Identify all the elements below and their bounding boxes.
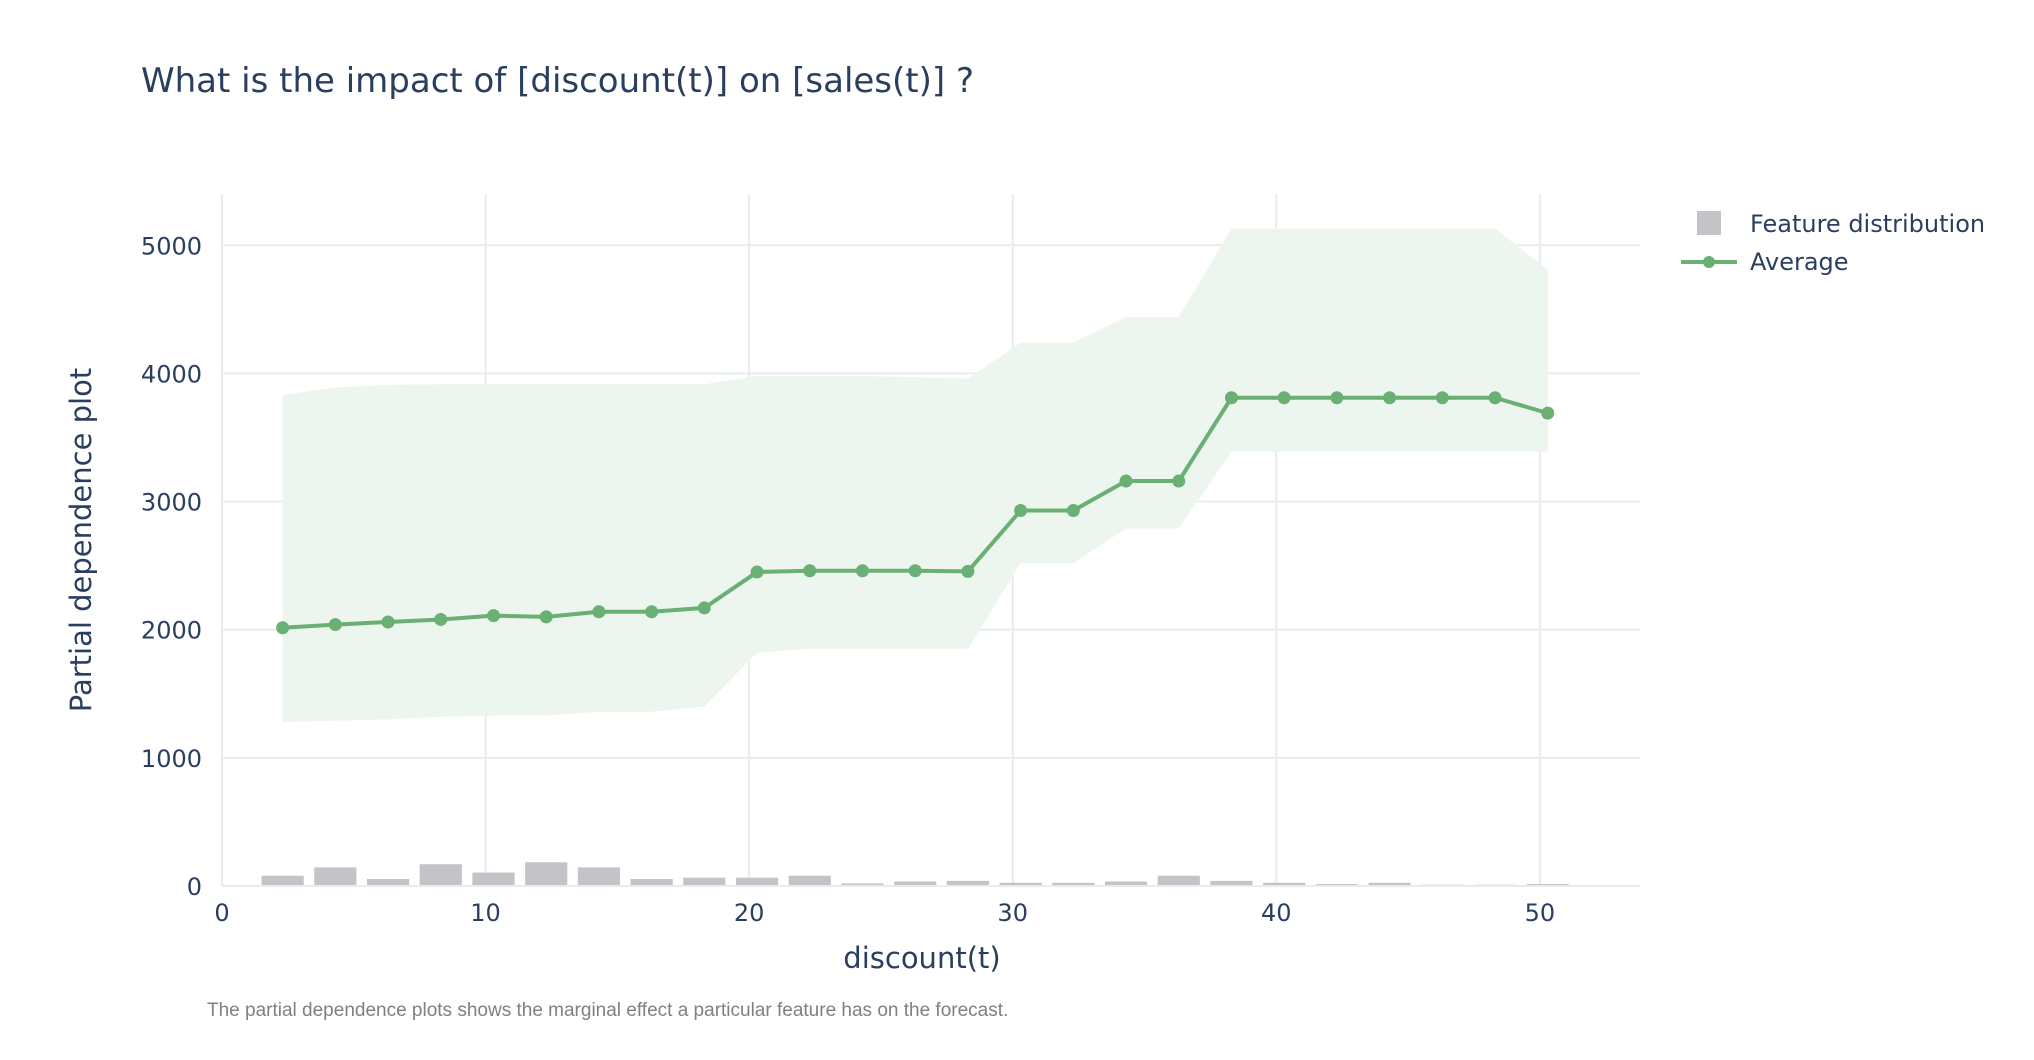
- average-point: [750, 565, 764, 579]
- average-point: [1488, 391, 1502, 405]
- average-point: [697, 601, 711, 615]
- distribution-bar: [366, 878, 410, 886]
- chart-title: What is the impact of [discount(t)] on […: [141, 61, 974, 101]
- average-point: [908, 564, 922, 578]
- axis-ticks: 0 10 20 30 40 50 0 1000 2000 3000 4000 5000: [141, 232, 1555, 927]
- x-tick-label: 20: [734, 899, 765, 927]
- average-point: [539, 610, 553, 624]
- distribution-bar: [419, 864, 462, 886]
- y-axis-title: Partial dependence plot: [64, 368, 98, 712]
- distribution-bar: [999, 882, 1042, 886]
- distribution-bar: [841, 883, 884, 886]
- y-tick-label: 3000: [141, 489, 202, 517]
- average-point: [1119, 474, 1133, 488]
- average-point: [1383, 391, 1397, 405]
- average-point: [1541, 406, 1555, 420]
- chart-note: The partial dependence plots shows the m…: [207, 1000, 1008, 1021]
- x-axis-title: discount(t): [843, 941, 1000, 975]
- confidence-band: [282, 228, 1548, 722]
- average-point: [855, 564, 869, 578]
- distribution-bar: [472, 872, 515, 886]
- y-tick-label: 0: [187, 873, 202, 901]
- y-tick-label: 5000: [141, 232, 202, 260]
- average-point: [1435, 391, 1449, 405]
- distribution-bar: [577, 867, 620, 886]
- legend: Feature distribution Average: [1681, 210, 1985, 276]
- average-point: [645, 605, 659, 619]
- average-point: [486, 609, 500, 623]
- average-point: [1277, 391, 1291, 405]
- average-point: [1172, 474, 1186, 488]
- confidence-band-area: [282, 228, 1548, 722]
- y-tick-label: 1000: [141, 745, 202, 773]
- average-series: [276, 391, 1555, 635]
- distribution-bar: [1210, 880, 1253, 886]
- distribution-bar: [894, 881, 937, 886]
- distribution-bar: [1052, 882, 1095, 886]
- average-point: [1066, 504, 1080, 518]
- legend-label-feature-distribution: Feature distribution: [1750, 210, 1985, 238]
- average-point: [803, 564, 817, 578]
- distribution-bar: [735, 877, 779, 886]
- y-tick-label: 2000: [141, 617, 202, 645]
- x-tick-label: 0: [214, 899, 229, 927]
- average-point: [961, 564, 975, 578]
- distribution-bar: [1368, 882, 1411, 886]
- x-tick-label: 40: [1261, 899, 1292, 927]
- x-tick-label: 30: [997, 899, 1028, 927]
- distribution-bar: [314, 867, 357, 886]
- distribution-bar: [525, 862, 568, 886]
- distribution-bar: [1104, 881, 1148, 886]
- legend-label-average: Average: [1750, 248, 1849, 276]
- average-point: [1224, 391, 1238, 405]
- x-tick-label: 10: [470, 899, 501, 927]
- y-tick-label: 4000: [141, 360, 202, 388]
- distribution-bar: [788, 875, 831, 886]
- legend-swatch-feature-distribution: [1697, 211, 1721, 235]
- average-point: [434, 612, 448, 626]
- distribution-bar: [261, 875, 304, 886]
- average-point: [381, 615, 395, 629]
- distribution-bar: [946, 880, 989, 886]
- average-point: [592, 605, 606, 619]
- legend-swatch-average-marker: [1703, 256, 1715, 268]
- feature-distribution-bars: [261, 862, 1569, 886]
- x-tick-label: 50: [1525, 899, 1556, 927]
- average-point: [276, 621, 290, 635]
- average-point: [1014, 504, 1028, 518]
- distribution-bar: [630, 878, 673, 886]
- distribution-bar: [1263, 882, 1306, 886]
- distribution-bar: [1157, 875, 1200, 886]
- average-point: [1330, 391, 1344, 405]
- average-point: [328, 618, 342, 632]
- distribution-bar: [683, 877, 726, 886]
